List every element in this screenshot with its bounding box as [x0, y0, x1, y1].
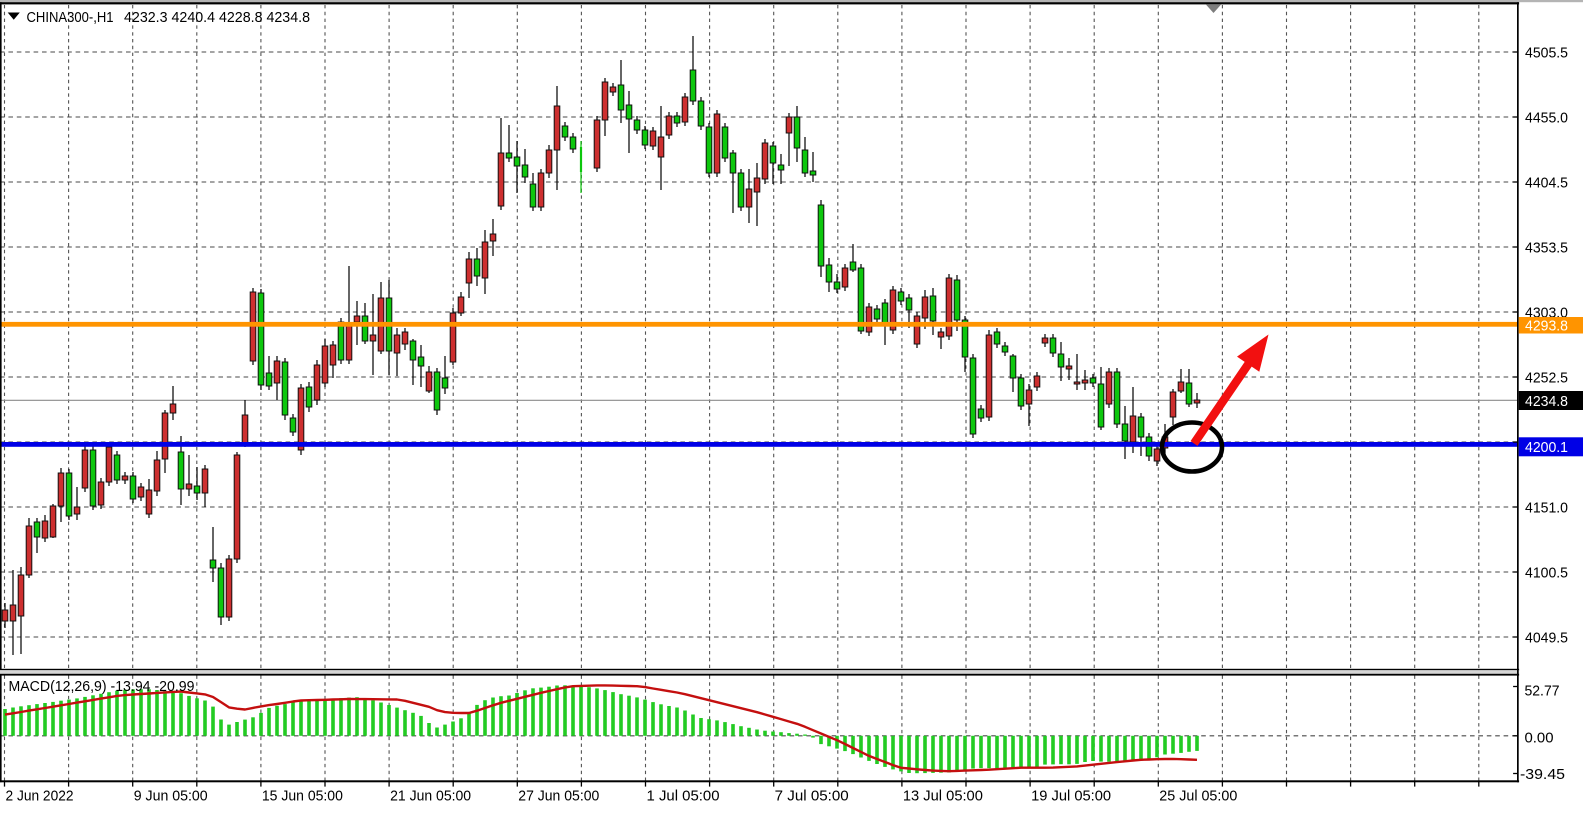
- svg-text:0.00: 0.00: [1525, 729, 1554, 746]
- svg-text:27 Jun 05:00: 27 Jun 05:00: [518, 788, 599, 805]
- svg-text:4252.5: 4252.5: [1525, 369, 1568, 386]
- svg-text:4455.0: 4455.0: [1525, 109, 1568, 126]
- svg-text:4049.5: 4049.5: [1525, 629, 1568, 646]
- svg-text:4505.5: 4505.5: [1525, 44, 1568, 61]
- svg-text:-39.45: -39.45: [1520, 766, 1565, 783]
- svg-text:19 Jul 05:00: 19 Jul 05:00: [1031, 788, 1111, 805]
- svg-text:52.77: 52.77: [1525, 682, 1560, 699]
- svg-text:7 Jul 05:00: 7 Jul 05:00: [775, 788, 849, 805]
- svg-text:1 Jul 05:00: 1 Jul 05:00: [647, 788, 720, 805]
- svg-text:13 Jul 05:00: 13 Jul 05:00: [903, 788, 983, 805]
- svg-text:21 Jun 05:00: 21 Jun 05:00: [390, 788, 471, 805]
- svg-text:4232.3 4240.4 4228.8 4234.8: 4232.3 4240.4 4228.8 4234.8: [124, 9, 310, 26]
- svg-text:15 Jun 05:00: 15 Jun 05:00: [262, 788, 343, 805]
- svg-text:4100.5: 4100.5: [1525, 564, 1568, 581]
- svg-text:4234.8: 4234.8: [1525, 393, 1568, 410]
- svg-text:25 Jul 05:00: 25 Jul 05:00: [1159, 788, 1237, 805]
- svg-text:4151.0: 4151.0: [1525, 499, 1568, 516]
- svg-text:4200.1: 4200.1: [1525, 439, 1568, 456]
- svg-text:4353.5: 4353.5: [1525, 239, 1568, 256]
- svg-text:MACD(12,26,9) -13.94 -20.99: MACD(12,26,9) -13.94 -20.99: [9, 678, 195, 695]
- svg-text:4404.5: 4404.5: [1525, 174, 1568, 191]
- svg-text:9 Jun 05:00: 9 Jun 05:00: [134, 788, 208, 805]
- svg-text:4293.8: 4293.8: [1525, 318, 1568, 335]
- svg-text:CHINA300-,H1: CHINA300-,H1: [27, 9, 114, 26]
- svg-text:2 Jun 2022: 2 Jun 2022: [6, 788, 74, 805]
